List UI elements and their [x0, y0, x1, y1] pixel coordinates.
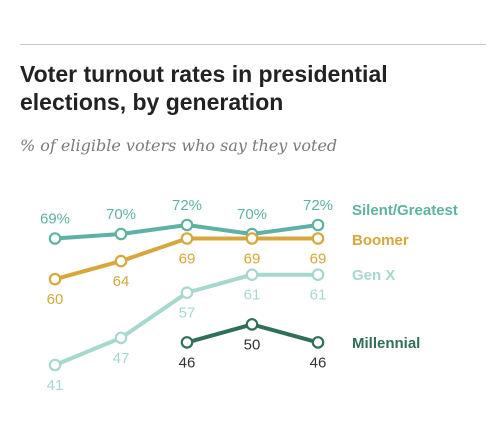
- millennial-data-label: 50: [244, 336, 261, 353]
- silent-greatest-point: [48, 232, 62, 245]
- millennial-point: [180, 336, 194, 349]
- gen-x-point: [180, 286, 194, 299]
- silent-greatest-data-label: 72%: [303, 197, 333, 214]
- silent-greatest-point: [114, 227, 128, 241]
- silent-greatest-point: [180, 218, 194, 232]
- gen-x-point: [245, 268, 259, 281]
- boomer-legend-label: Boomer: [352, 232, 409, 249]
- boomer-point: [114, 254, 128, 268]
- gen-x-data-label: 41: [47, 377, 64, 394]
- millennial-data-label: 46: [179, 354, 196, 371]
- boomer-data-label: 69: [244, 251, 261, 268]
- boomer-data-label: 60: [47, 291, 64, 308]
- millennial-legend-label: Millennial: [352, 335, 420, 352]
- boomer-point: [48, 272, 62, 286]
- chart-subtitle: % of eligible voters who say they voted: [20, 136, 338, 155]
- silent-greatest-legend-label: Silent/Greatest: [352, 202, 458, 219]
- silent-greatest-data-label: 69%: [40, 211, 70, 228]
- millennial-point: [311, 336, 325, 349]
- boomer-point: [245, 232, 259, 245]
- gen-x-data-label: 57: [179, 305, 196, 322]
- chart-title: Voter turnout rates in presidential elec…: [20, 61, 388, 115]
- boomer-point: [180, 232, 194, 245]
- silent-greatest-point: [311, 218, 325, 232]
- boomer-point: [311, 232, 325, 245]
- gen-x-point: [114, 331, 128, 345]
- gen-x-data-label: 61: [244, 287, 261, 304]
- gen-x-data-label: 47: [113, 350, 130, 367]
- gen-x-point: [311, 268, 325, 281]
- boomer-data-label: 64: [113, 273, 130, 290]
- gen-x-point: [48, 358, 62, 372]
- millennial-data-label: 46: [310, 354, 327, 371]
- boomer-data-label: 69: [310, 251, 327, 268]
- silent-greatest-data-label: 72%: [172, 197, 202, 214]
- silent-greatest-data-label: 70%: [237, 206, 267, 223]
- silent-greatest-data-label: 70%: [106, 206, 136, 223]
- top-rule: [20, 44, 486, 45]
- boomer-data-label: 69: [179, 251, 196, 268]
- gen-x-legend-label: Gen X: [352, 267, 395, 284]
- gen-x-data-label: 61: [310, 287, 327, 304]
- millennial-point: [245, 318, 259, 331]
